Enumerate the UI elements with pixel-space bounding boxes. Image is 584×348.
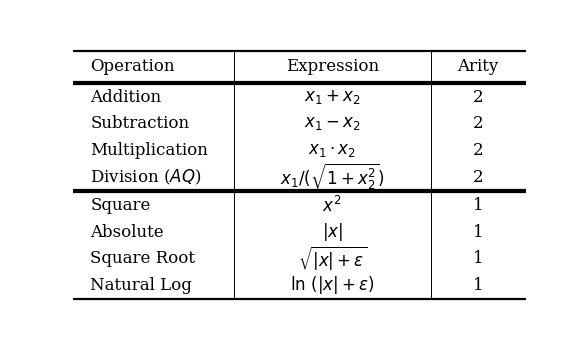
Text: Operation: Operation xyxy=(90,58,175,75)
Text: 2: 2 xyxy=(473,142,484,159)
Text: $|x|$: $|x|$ xyxy=(322,221,343,243)
Text: $x_1 - x_2$: $x_1 - x_2$ xyxy=(304,116,360,133)
Text: Absolute: Absolute xyxy=(90,224,164,241)
Text: Natural Log: Natural Log xyxy=(90,277,192,294)
Text: 1: 1 xyxy=(473,251,484,267)
Text: 2: 2 xyxy=(473,116,484,133)
Text: 1: 1 xyxy=(473,277,484,294)
Text: Addition: Addition xyxy=(90,89,161,106)
Text: 2: 2 xyxy=(473,168,484,185)
Text: $x_1 \cdot x_2$: $x_1 \cdot x_2$ xyxy=(308,142,356,159)
Text: $\sqrt{|x| + \epsilon}$: $\sqrt{|x| + \epsilon}$ xyxy=(298,245,367,273)
Text: 1: 1 xyxy=(473,224,484,241)
Text: Arity: Arity xyxy=(457,58,499,75)
Text: Square: Square xyxy=(90,197,151,214)
Text: Square Root: Square Root xyxy=(90,251,195,267)
Text: Subtraction: Subtraction xyxy=(90,116,189,133)
Text: $x^2$: $x^2$ xyxy=(322,196,342,216)
Text: Division ($AQ$): Division ($AQ$) xyxy=(90,167,201,187)
Text: Expression: Expression xyxy=(286,58,378,75)
Text: 2: 2 xyxy=(473,89,484,106)
Text: $\ln\,(|x| + \epsilon)$: $\ln\,(|x| + \epsilon)$ xyxy=(290,275,374,296)
Text: Multiplication: Multiplication xyxy=(90,142,208,159)
Text: $x_1/(\sqrt{1 + x_2^2})$: $x_1/(\sqrt{1 + x_2^2})$ xyxy=(280,162,385,192)
Text: 1: 1 xyxy=(473,197,484,214)
Text: $x_1 + x_2$: $x_1 + x_2$ xyxy=(304,88,360,106)
